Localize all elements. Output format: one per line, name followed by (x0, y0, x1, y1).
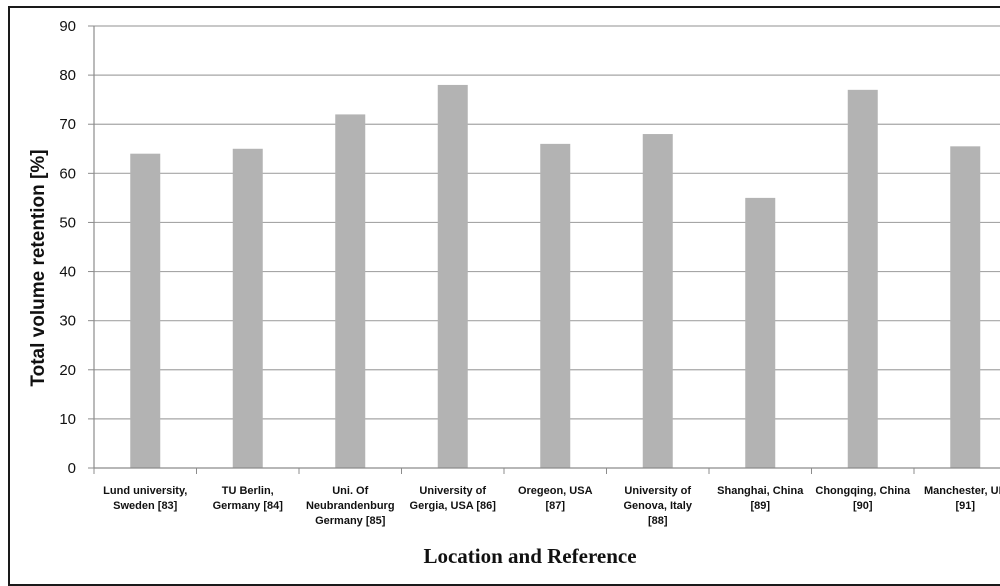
y-tick-label: 80 (59, 67, 76, 84)
y-tick-label: 90 (59, 18, 76, 35)
bars (130, 84, 981, 469)
category-label: Lund university, Sweden [83] (103, 485, 187, 512)
category-label: Chongqing, China [90] (815, 485, 911, 512)
bar (745, 197, 776, 468)
y-tick-label: 10 (59, 411, 76, 428)
bar (847, 89, 878, 468)
x-axis-label: Location and Reference (423, 544, 636, 568)
bar (232, 148, 263, 468)
y-axis-label: Total volume retention [%] (28, 149, 49, 386)
category-label: Shanghai, China [89] (717, 485, 804, 512)
category-label: University of Gergia, USA [86] (410, 485, 497, 512)
x-axis (93, 26, 1000, 474)
y-tick-label: 70 (59, 116, 76, 133)
category-label: TU Berlin, Germany [84] (213, 485, 284, 512)
category-label: Uni. Of Neubrandenburg Germany [85] (306, 485, 395, 527)
y-tick-label: 50 (59, 214, 76, 231)
y-tick-label: 20 (59, 362, 76, 379)
y-tick-label: 0 (68, 460, 76, 477)
y-tick-label: 30 (59, 313, 76, 330)
y-axis-ticks: 0 10 20 30 40 50 60 70 80 90 (59, 18, 94, 477)
bar (130, 153, 161, 468)
y-tick-label: 40 (59, 264, 76, 281)
category-label: University of Genova, Italy [88] (624, 485, 693, 527)
category-label: Oregeon, USA [87] (518, 485, 593, 512)
category-labels: Lund university, Sweden [83] TU Berlin, Ger… (103, 485, 1000, 527)
bar (540, 143, 571, 468)
bar (437, 84, 468, 468)
bar (642, 134, 673, 469)
bar (335, 114, 366, 469)
y-tick-label: 60 (59, 165, 76, 182)
chart-frame (8, 6, 1000, 586)
bar (950, 146, 981, 469)
category-label: Manchester, UK [91] (924, 485, 1000, 512)
